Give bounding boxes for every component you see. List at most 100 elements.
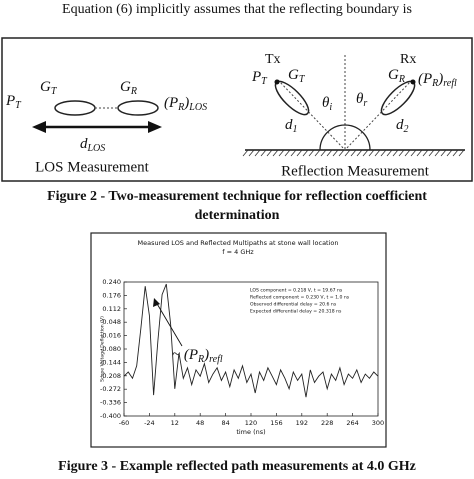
hatch-line [446, 149, 453, 157]
gt-label: GT [288, 67, 306, 85]
angle-arc [319, 124, 371, 151]
annotation-arrowhead [153, 298, 160, 307]
annotation-part: refl [209, 354, 223, 365]
figure3-frame [90, 232, 387, 448]
hatch-line [350, 149, 357, 157]
hatch-line [380, 149, 387, 157]
hatch-line [308, 149, 315, 157]
hatch-line [326, 149, 333, 157]
gr-label: GR [388, 67, 405, 85]
x-tick-label: 12 [171, 419, 179, 427]
rx-label: Rx [400, 52, 416, 67]
legend-text: Expected differential delay = 20.318 ns [250, 309, 342, 315]
y-tick-label: -0.144 [100, 358, 121, 366]
hatch-line [356, 149, 363, 157]
hatch-line [422, 149, 429, 157]
hatch-line [344, 149, 351, 157]
annotation: ~ (PR)refl [172, 347, 223, 365]
incident-path [277, 79, 346, 151]
hatch-line [338, 149, 345, 157]
hatch-line [284, 149, 291, 157]
los-caption: LOS Measurement [35, 159, 150, 175]
d2-label: d2 [396, 117, 409, 135]
figure2-frame [1, 37, 473, 182]
annotation-part: ~ (P [172, 347, 198, 363]
legend-text: Observed differential delay = 20.6 ns [250, 302, 337, 308]
annotation-part: R [197, 354, 204, 365]
chart-title: Measured LOS and Reflected Multipaths at… [137, 239, 338, 247]
d1-label: d1 [285, 117, 298, 135]
hatch-line [398, 149, 405, 157]
x-tick-label: 300 [372, 419, 384, 427]
pr-label: (PR)refl [418, 71, 457, 89]
antenna [117, 100, 159, 116]
hatch-line [368, 149, 375, 157]
pr-label: (PR)LOS [164, 95, 207, 113]
hatch-line [428, 149, 435, 157]
hatch-line [386, 149, 393, 157]
x-tick-label: 192 [296, 419, 308, 427]
hatch-line [362, 149, 369, 157]
gr-label: GR [120, 79, 137, 97]
hatch-line [272, 149, 279, 157]
hatch-line [320, 149, 327, 157]
gt-label: GT [40, 79, 58, 97]
y-tick-label: -0.080 [100, 345, 121, 353]
hatch-line [296, 149, 303, 157]
y-tick-label: -0.208 [100, 372, 121, 380]
hatch-line [332, 149, 339, 157]
hatch-line [434, 149, 441, 157]
y-tick-label: 0.112 [102, 305, 121, 313]
reflected-path [344, 79, 413, 151]
x-tick-label: 48 [196, 419, 204, 427]
y-tick-label: 0.240 [102, 278, 121, 286]
y-tick-label: -0.400 [100, 412, 121, 420]
hatch-line [302, 149, 309, 157]
hatch-line [458, 149, 465, 157]
hatch-line [266, 149, 273, 157]
annotation-arrow [155, 301, 183, 347]
ground-hatch [242, 149, 465, 157]
x-tick-label: -60 [119, 419, 130, 427]
theta-r: θr [356, 91, 367, 109]
x-tick-label: -24 [144, 419, 155, 427]
hatch-line [392, 149, 399, 157]
chart-subtitle: f = 4 GHz [222, 248, 254, 256]
d-label: dLOS [80, 136, 105, 154]
pt-label: PT [251, 69, 268, 87]
hatch-line [254, 149, 261, 157]
y-tick-label: -0.272 [100, 385, 121, 393]
figure2-caption: determination [195, 208, 280, 223]
hatch-line [452, 149, 459, 157]
y-tick-label: 0.176 [102, 291, 121, 299]
hatch-line [278, 149, 285, 157]
refl-caption: Reflection Measurement [281, 163, 430, 179]
pt-label: PT [5, 93, 22, 111]
y-tick-label: -0.016 [100, 332, 121, 340]
arrow-head [148, 121, 162, 133]
rx-dot [410, 79, 416, 85]
arrow-head [32, 121, 46, 133]
hatch-line [260, 149, 267, 157]
figure2-caption: Figure 2 - Two-measurement technique for… [47, 189, 427, 204]
y-tick-label: 0.048 [102, 318, 121, 326]
hatch-line [374, 149, 381, 157]
intro-text: Equation (6) implicitly assumes that the… [62, 2, 412, 17]
x-tick-label: 156 [270, 419, 282, 427]
hatch-line [404, 149, 411, 157]
x-tick-label: 264 [346, 419, 358, 427]
hatch-line [410, 149, 417, 157]
legend-text: LOS component = 0.218 V, t = 19.67 ns [250, 288, 343, 294]
figure3-caption: Figure 3 - Example reflected path measur… [58, 459, 416, 474]
hatch-line [290, 149, 297, 157]
legend-text: Reflected component = 0.230 V, t = 1.0 n… [250, 295, 350, 301]
theta-i: θi [322, 95, 332, 113]
hatch-line [416, 149, 423, 157]
chart: Measured LOS and Reflected Multipaths at… [100, 239, 385, 436]
tx-label: Tx [265, 52, 281, 67]
data-line [123, 283, 379, 398]
hatch-line [440, 149, 447, 157]
y-tick-label: -0.336 [100, 399, 121, 407]
x-axis-label: time (ns) [236, 428, 265, 436]
x-tick-label: 84 [221, 419, 229, 427]
